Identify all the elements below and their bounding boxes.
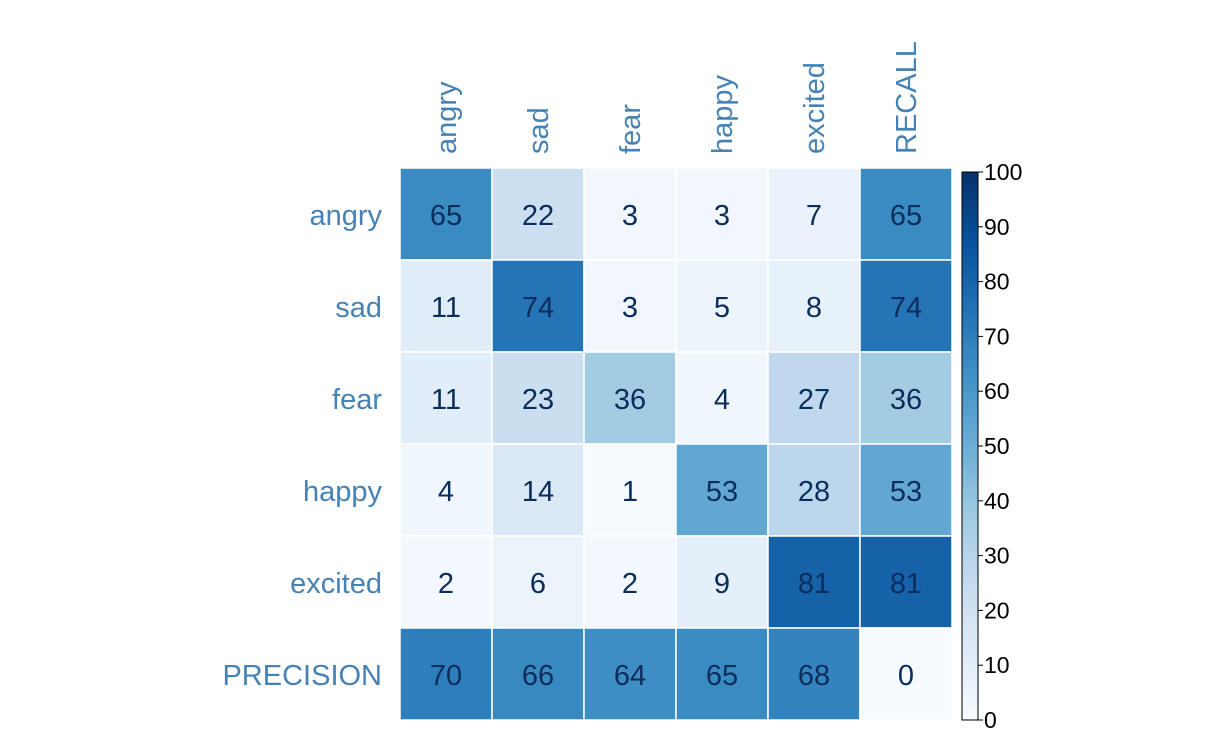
column-label: RECALL [891,41,923,154]
heatmap-cell [767,351,861,445]
colorbar-tick-label: 70 [984,323,1010,349]
heatmap-cell [675,627,769,721]
cell-value-label: 3 [714,200,730,232]
column-label: angry [431,81,463,154]
heatmap-cell [491,167,585,261]
heatmap-cell [399,627,493,721]
cell-value-label: 3 [622,292,638,324]
colorbar-tick-label: 20 [984,597,1010,623]
cell-value-label: 74 [890,292,922,324]
cell-value-label: 1 [622,476,638,508]
colorbar: 0 10 20 30 40 50 60 70 80 90 100 [961,159,1022,733]
row-label: sad [335,292,382,324]
cell-value-label: 2 [622,568,638,600]
heatmap-cell [491,259,585,353]
colorbar-tick-label: 50 [984,433,1010,459]
column-label: happy [707,74,739,154]
heatmap-cell [675,351,769,445]
cell-value-label: 0 [898,660,914,692]
cell-value-label: 2 [438,568,454,600]
cell-value-label: 68 [798,660,830,692]
heatmap-cell [859,259,953,353]
heatmap-cell [399,535,493,629]
cell-value-label: 14 [522,476,554,508]
heatmap-cell [859,167,953,261]
cell-value-label: 11 [431,384,461,416]
cell-value-label: 81 [890,568,922,600]
cell-value-label: 4 [714,384,730,416]
heatmap-cell [399,167,493,261]
colorbar-tick-label: 100 [984,159,1022,185]
cell-value-label: 65 [706,660,738,692]
cell-value-label: 53 [706,476,738,508]
column-label: sad [523,107,555,154]
colorbar-tick-label: 90 [984,214,1010,240]
cell-value-label: 27 [798,384,830,416]
cell-value-label: 23 [522,384,554,416]
cell-value-label: 3 [622,200,638,232]
row-label: excited [290,568,382,600]
heatmap-cell [491,351,585,445]
cell-value-label: 28 [798,476,830,508]
cell-value-label: 64 [614,660,646,692]
cell-value-label: 70 [430,660,462,692]
cell-value-label: 65 [430,200,462,232]
cell-value-label: 4 [438,476,454,508]
column-label: fear [615,104,647,154]
heatmap-cell [859,535,953,629]
colorbar-tick-label: 80 [984,269,1010,295]
heatmap-cell [675,535,769,629]
cell-value-label: 36 [614,384,646,416]
heatmap-cell [675,259,769,353]
row-label: PRECISION [222,660,382,692]
cell-value-label: 22 [522,200,554,232]
heatmap-cell [675,443,769,537]
cell-value-label: 65 [890,200,922,232]
cell-value-label: 11 [431,292,461,324]
heatmap-cell [767,443,861,537]
colorbar-tick-label: 30 [984,543,1010,569]
cell-value-label: 81 [798,568,830,600]
heatmap-cell [767,535,861,629]
heatmap-cell [859,443,953,537]
row-label: happy [303,476,383,508]
heatmap-cell [583,443,677,537]
heatmap-cell [859,351,953,445]
heatmap-cell [399,443,493,537]
cell-value-label: 66 [522,660,554,692]
heatmap-cell [491,443,585,537]
row-labels: angry sad fear happy excited PRECISION [222,200,382,692]
column-label: excited [799,62,831,154]
column-labels: angry sad fear happy excited RECALL [431,41,923,154]
cell-value-label: 5 [714,292,730,324]
colorbar-gradient [961,171,979,721]
cell-value-label: 6 [530,568,546,600]
heatmap-cell [583,167,677,261]
colorbar-tick-label: 40 [984,488,1010,514]
heatmap-cell [767,627,861,721]
cell-value-label: 53 [890,476,922,508]
heatmap-cell [583,535,677,629]
cell-value-label: 36 [890,384,922,416]
cell-value-label: 7 [806,200,822,232]
cell-value-label: 9 [714,568,730,600]
colorbar-tick-label: 10 [984,652,1010,678]
colorbar-tick-label: 60 [984,378,1010,404]
cell-value-label: 8 [806,292,822,324]
row-label: fear [332,384,382,416]
cell-value-label: 74 [522,292,554,324]
colorbar-tick-label: 0 [984,707,997,733]
row-label: angry [309,200,382,232]
heatmap-cell [859,627,953,721]
